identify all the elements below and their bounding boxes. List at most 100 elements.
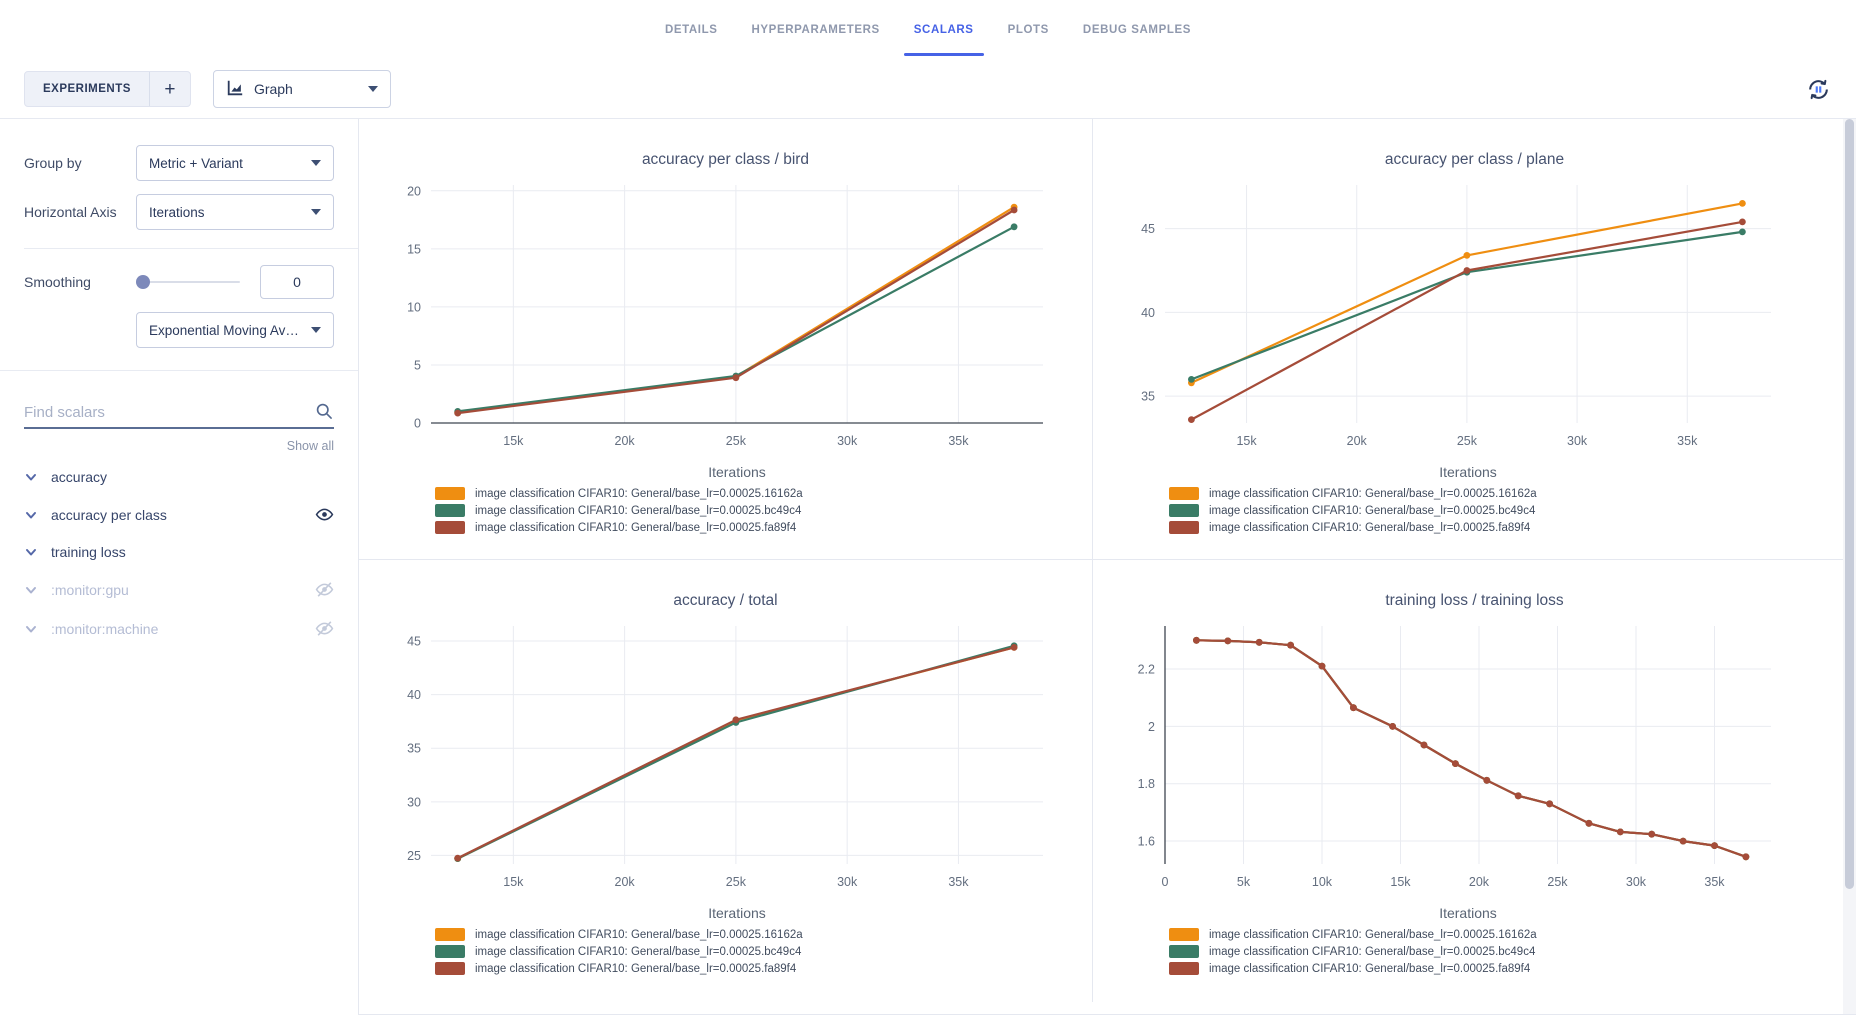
chart-title: training loss / training loss — [1385, 592, 1564, 609]
experiments-button[interactable]: EXPERIMENTS — [25, 72, 150, 106]
divider — [0, 370, 358, 371]
tab-scalars[interactable]: SCALARS — [897, 0, 991, 60]
svg-text:20k: 20k — [1469, 875, 1490, 889]
svg-text:45: 45 — [1141, 222, 1155, 236]
legend-item[interactable]: image classification CIFAR10: General/ba… — [435, 521, 1092, 534]
eye-icon[interactable] — [315, 505, 334, 524]
chevron-down-icon[interactable] — [24, 583, 38, 597]
smoothing-controls: 0 — [136, 265, 334, 299]
divider — [24, 248, 358, 249]
svg-text:45: 45 — [407, 635, 421, 649]
svg-text:1.6: 1.6 — [1138, 835, 1155, 849]
eye-off-icon[interactable] — [315, 580, 334, 599]
legend-item[interactable]: image classification CIFAR10: General/ba… — [1169, 487, 1856, 500]
legend-item[interactable]: image classification CIFAR10: General/ba… — [1169, 945, 1856, 958]
legend-item[interactable]: image classification CIFAR10: General/ba… — [435, 928, 1092, 941]
toolbar-left: EXPERIMENTS + Graph — [24, 70, 391, 108]
svg-text:15k: 15k — [503, 434, 524, 448]
horizontal-axis-select[interactable]: Iterations — [136, 194, 334, 230]
chart-legend: image classification CIFAR10: General/ba… — [1169, 928, 1856, 975]
legend-item[interactable]: image classification CIFAR10: General/ba… — [435, 945, 1092, 958]
svg-text:25k: 25k — [1547, 875, 1568, 889]
tab-debug-samples[interactable]: DEBUG SAMPLES — [1082, 24, 1192, 36]
metric-item-accuracy-per-class[interactable]: accuracy per class — [0, 495, 358, 534]
auto-refresh-button[interactable] — [1805, 76, 1832, 103]
find-scalars-input[interactable] — [24, 397, 334, 429]
legend-label: image classification CIFAR10: General/ba… — [1209, 504, 1536, 517]
legend-label: image classification CIFAR10: General/ba… — [475, 487, 803, 500]
chevron-down-icon[interactable] — [24, 545, 38, 559]
metric-label: training loss — [51, 544, 126, 560]
scrollbar-thumb[interactable] — [1845, 119, 1854, 889]
chevron-down-icon[interactable] — [24, 508, 38, 522]
svg-text:35k: 35k — [1704, 875, 1725, 889]
metric-item-training-loss[interactable]: training loss — [0, 534, 358, 570]
legend-label: image classification CIFAR10: General/ba… — [1209, 945, 1536, 958]
legend-item[interactable]: image classification CIFAR10: General/ba… — [1169, 521, 1856, 534]
svg-text:35: 35 — [407, 742, 421, 756]
legend-label: image classification CIFAR10: General/ba… — [475, 945, 802, 958]
tab-details[interactable]: DETAILS — [664, 24, 718, 36]
svg-text:30k: 30k — [837, 434, 858, 448]
svg-text:30: 30 — [407, 795, 421, 809]
show-all-link[interactable]: Show all — [286, 439, 334, 453]
charts-scrollbar[interactable] — [1843, 119, 1856, 1014]
legend-label: image classification CIFAR10: General/ba… — [1209, 521, 1531, 534]
metric-item-accuracy[interactable]: accuracy — [0, 459, 358, 495]
svg-text:10k: 10k — [1312, 875, 1333, 889]
legend-swatch — [1169, 928, 1199, 941]
tabs: DETAILS HYPERPARAMETERS SCALARS PLOTS DEBUG … — [648, 0, 1208, 60]
svg-text:15k: 15k — [503, 875, 524, 889]
legend-item[interactable]: image classification CIFAR10: General/ba… — [1169, 928, 1856, 941]
svg-text:20k: 20k — [615, 875, 636, 889]
refresh-pause-icon — [1809, 79, 1828, 99]
svg-text:15k: 15k — [1390, 875, 1411, 889]
line-chart[interactable]: 15k 20k 25k 30k 35k 25 30 35 40 45 Iterations — [359, 616, 1091, 926]
chevron-down-icon[interactable] — [24, 470, 38, 484]
legend-item[interactable]: image classification CIFAR10: General/ba… — [435, 487, 1092, 500]
chart-panel-accuracy-total: accuracy / total 15k 20k 25k 30k 35k 25 30 35 40 4… — [359, 560, 1093, 1002]
svg-text:15k: 15k — [1236, 434, 1257, 448]
tab-hyperparameters[interactable]: HYPERPARAMETERS — [751, 24, 880, 36]
area-chart-icon — [226, 79, 244, 100]
metric-item-monitor-gpu[interactable]: :monitor:gpu — [0, 570, 358, 609]
view-type-value: Graph — [253, 81, 293, 97]
smoothing-method-select[interactable]: Exponential Moving Ave... — [136, 312, 334, 348]
legend-swatch — [435, 487, 465, 500]
legend-swatch — [435, 928, 465, 941]
group-by-select[interactable]: Metric + Variant — [136, 145, 334, 181]
content: Group by Metric + Variant Horizontal Axi… — [0, 119, 1856, 1015]
legend-swatch — [1169, 521, 1199, 534]
chevron-down-icon — [367, 86, 378, 92]
smoothing-slider[interactable] — [136, 275, 240, 289]
eye-off-icon[interactable] — [315, 619, 334, 638]
line-chart[interactable]: 0 5k 10k 15k 20k 25k 30k 35k 1.6 1.8 2 2.2 Iteration… — [1093, 616, 1841, 926]
metric-label: accuracy per class — [51, 506, 167, 523]
smoothing-value-input[interactable]: 0 — [260, 265, 334, 299]
svg-text:0: 0 — [414, 417, 421, 431]
metric-item-monitor-machine[interactable]: :monitor:machine — [0, 609, 358, 648]
chevron-down-icon[interactable] — [24, 622, 38, 636]
smoothing-value: 0 — [293, 274, 301, 290]
line-chart[interactable]: 15k 20k 25k 30k 35k 35 40 45 Iterations — [1093, 175, 1841, 485]
tab-plots[interactable]: PLOTS — [1007, 24, 1049, 36]
line-chart[interactable]: 15k 20k 25k 30k 35k 0 5 10 15 20 Iterations — [359, 175, 1091, 485]
smoothing-method-value: Exponential Moving Ave... — [149, 322, 303, 338]
add-experiment-button[interactable]: + — [150, 72, 190, 106]
legend-label: image classification CIFAR10: General/ba… — [1209, 487, 1537, 500]
smoothing-row: Smoothing 0 — [0, 265, 358, 299]
legend-item[interactable]: image classification CIFAR10: General/ba… — [435, 962, 1092, 975]
metric-list: accuracy accuracy per class training loss:… — [0, 455, 358, 648]
svg-text:30k: 30k — [837, 875, 858, 889]
legend-item[interactable]: image classification CIFAR10: General/ba… — [435, 504, 1092, 517]
svg-text:5k: 5k — [1237, 875, 1251, 889]
chart-panel-accuracy-per-class-bird: accuracy per class / bird 15k 20k 25k 30k 35k… — [359, 119, 1093, 560]
legend-item[interactable]: image classification CIFAR10: General/ba… — [1169, 504, 1856, 517]
legend-label: image classification CIFAR10: General/ba… — [475, 504, 802, 517]
legend-label: image classification CIFAR10: General/ba… — [475, 962, 797, 975]
legend-item[interactable]: image classification CIFAR10: General/ba… — [1169, 962, 1856, 975]
slider-handle[interactable] — [136, 275, 150, 289]
legend-label: image classification CIFAR10: General/ba… — [475, 928, 803, 941]
svg-text:20k: 20k — [615, 434, 636, 448]
view-type-dropdown[interactable]: Graph — [212, 70, 391, 108]
